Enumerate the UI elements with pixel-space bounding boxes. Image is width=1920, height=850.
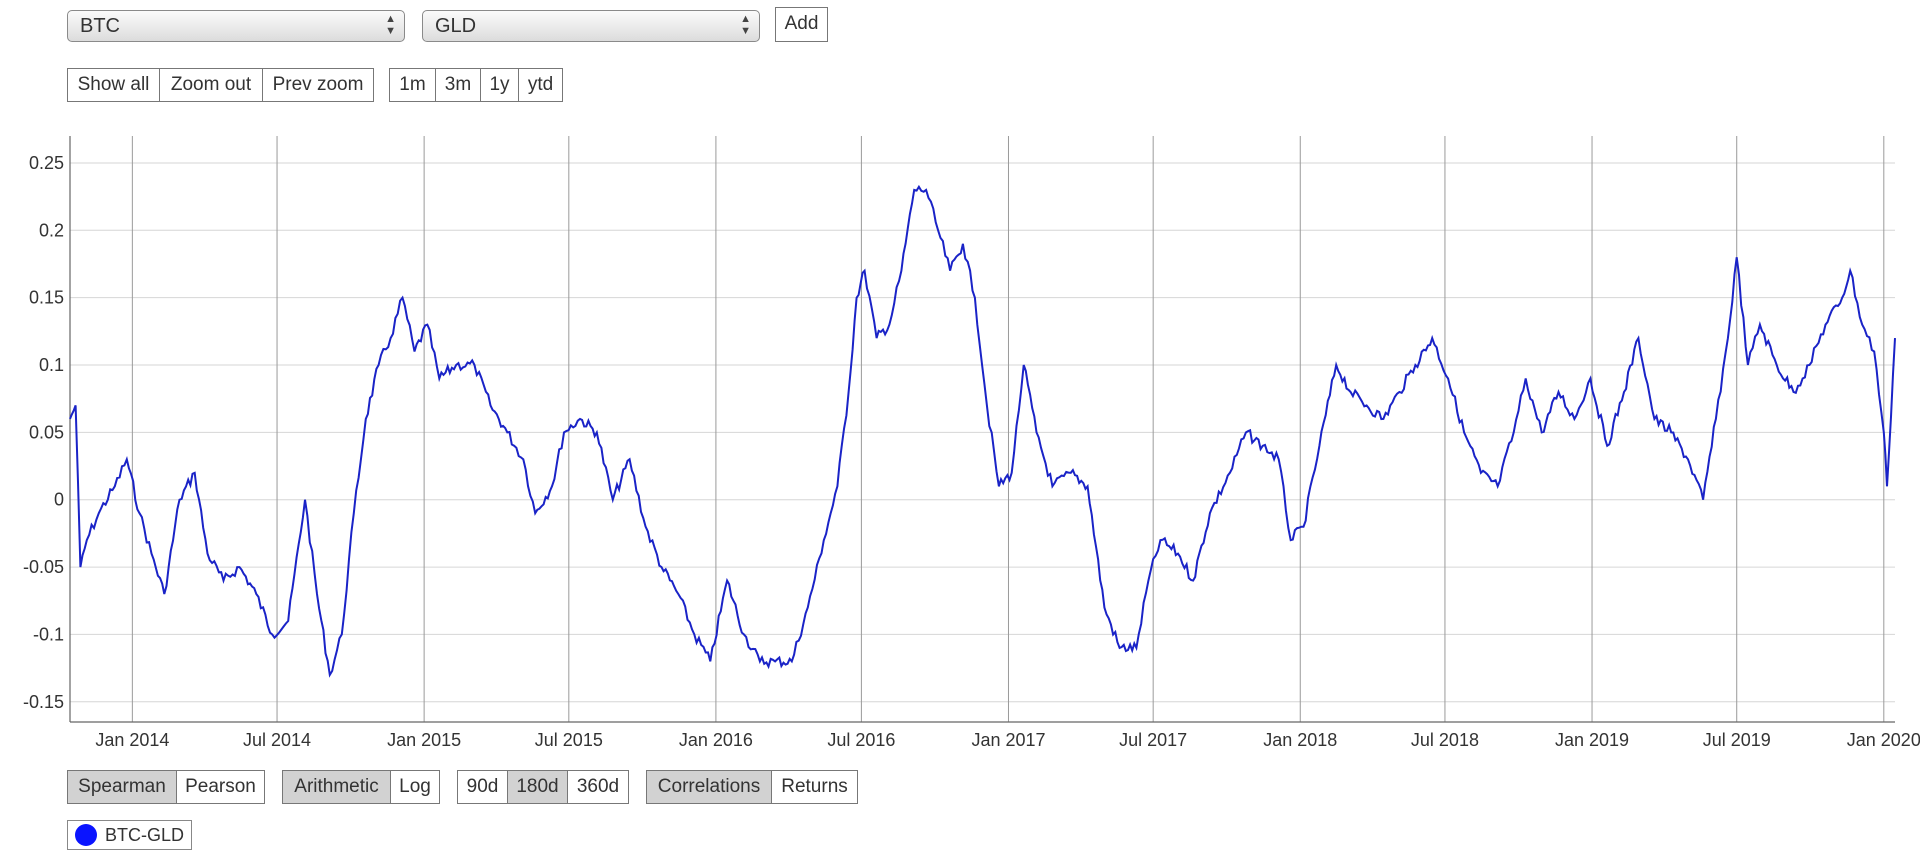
select-arrows-icon: ▲ ▼ [385, 13, 396, 37]
x-tick-label: Jul 2015 [535, 730, 603, 750]
select-arrows-icon: ▲ ▼ [740, 13, 751, 37]
asset1-select-value: BTC [80, 15, 120, 37]
y-tick-label: 0.2 [39, 220, 64, 240]
y-tick-label: 0 [54, 490, 64, 510]
x-tick-label: Jan 2019 [1555, 730, 1629, 750]
range-1y-button[interactable]: 1y [481, 69, 519, 101]
scale-option-arithmetic[interactable]: Arithmetic [283, 771, 391, 803]
zoom-out-button[interactable]: Zoom out [160, 69, 263, 101]
x-tick-label: Jan 2014 [95, 730, 169, 750]
x-tick-label: Jan 2015 [387, 730, 461, 750]
x-tick-label: Jan 2017 [971, 730, 1045, 750]
window-toggle: 90d 180d 360d [457, 770, 629, 804]
zoom-button-group: Show all Zoom out Prev zoom [67, 68, 374, 102]
y-tick-label: 0.1 [39, 355, 64, 375]
view-toggle: Correlations Returns [646, 770, 858, 804]
y-tick-label: -0.1 [33, 624, 64, 644]
view-option-correlations[interactable]: Correlations [647, 771, 772, 803]
x-tick-label: Jan 2020 [1847, 730, 1920, 750]
range-button-group: 1m 3m 1y ytd [389, 68, 563, 102]
x-tick-label: Jul 2017 [1119, 730, 1187, 750]
range-1m-button[interactable]: 1m [390, 69, 436, 101]
range-ytd-button[interactable]: ytd [519, 69, 562, 101]
method-option-pearson[interactable]: Pearson [177, 771, 264, 803]
asset2-select-value: GLD [435, 15, 477, 37]
view-option-returns[interactable]: Returns [772, 771, 857, 803]
legend-item-btc-gld[interactable]: BTC-GLD [67, 820, 192, 850]
y-tick-label: 0.05 [29, 422, 64, 442]
y-tick-label: 0.15 [29, 288, 64, 308]
scale-toggle: Arithmetic Log [282, 770, 440, 804]
legend-color-dot [75, 824, 97, 846]
x-tick-label: Jul 2016 [827, 730, 895, 750]
correlation-chart[interactable]: 0.25 0.2 0.15 0.1 0.05 0 -0.05 -0.1 -0.15 Jan 20… [0, 0, 1920, 760]
x-tick-label: Jul 2018 [1411, 730, 1479, 750]
window-option-360d[interactable]: 360d [568, 771, 628, 803]
y-tick-label: 0.25 [29, 153, 64, 173]
legend-label: BTC-GLD [105, 824, 185, 845]
window-option-90d[interactable]: 90d [458, 771, 508, 803]
prev-zoom-button[interactable]: Prev zoom [263, 69, 373, 101]
y-tick-label: -0.05 [23, 557, 64, 577]
method-option-spearman[interactable]: Spearman [68, 771, 177, 803]
range-3m-button[interactable]: 3m [436, 69, 481, 101]
x-tick-label: Jan 2016 [679, 730, 753, 750]
method-toggle: Spearman Pearson [67, 770, 265, 804]
y-tick-label: -0.15 [23, 692, 64, 712]
asset1-select[interactable]: BTC ▲ ▼ [67, 10, 405, 42]
show-all-button[interactable]: Show all [68, 69, 160, 101]
window-option-180d[interactable]: 180d [508, 771, 568, 803]
scale-option-log[interactable]: Log [391, 771, 439, 803]
x-tick-label: Jan 2018 [1263, 730, 1337, 750]
x-tick-label: Jul 2019 [1703, 730, 1771, 750]
asset2-select[interactable]: GLD ▲ ▼ [422, 10, 760, 42]
x-tick-label: Jul 2014 [243, 730, 311, 750]
add-button[interactable]: Add [775, 7, 828, 42]
series-line-btc-gld [69, 184, 1896, 678]
